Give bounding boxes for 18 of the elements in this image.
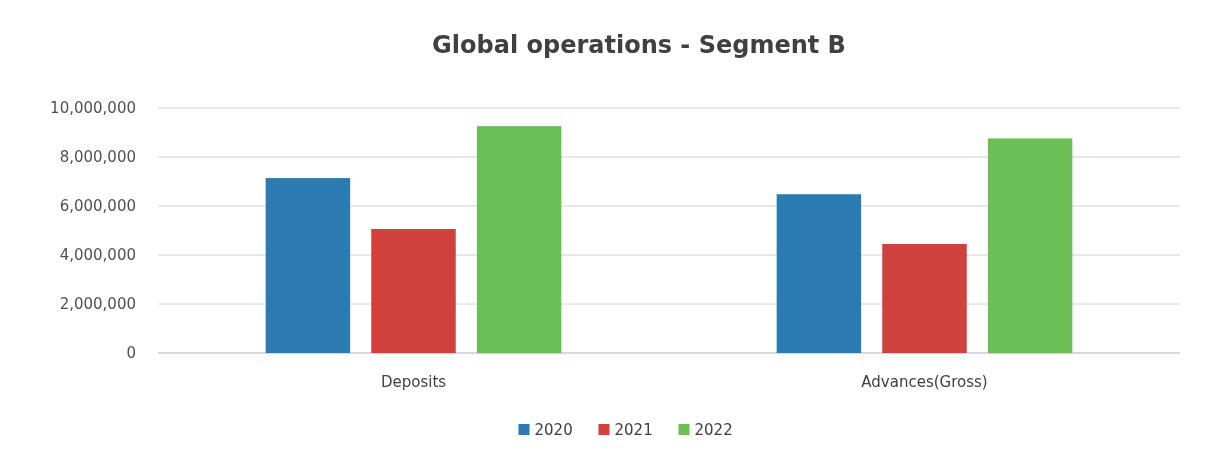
x-tick-label: Deposits bbox=[380, 373, 447, 391]
y-tick-label: 0 bbox=[126, 344, 136, 363]
bar bbox=[776, 194, 862, 353]
legend-label: 2020 bbox=[534, 421, 573, 440]
chart-title: Global operations - Segment B bbox=[432, 31, 846, 59]
x-tick-label: Advances(Gross) bbox=[861, 373, 988, 391]
bar bbox=[987, 138, 1073, 353]
bar bbox=[371, 229, 456, 353]
y-tick-label: 4,000,000 bbox=[59, 246, 136, 265]
bar bbox=[476, 126, 562, 353]
y-tick-label: 6,000,000 bbox=[59, 197, 136, 216]
y-tick-label: 2,000,000 bbox=[59, 295, 136, 314]
y-tick-label: 10,000,000 bbox=[50, 99, 136, 118]
bar bbox=[265, 178, 351, 353]
y-tick-label: 8,000,000 bbox=[59, 148, 136, 167]
legend-label: 2022 bbox=[694, 421, 733, 440]
bar bbox=[882, 243, 967, 353]
legend-label: 2021 bbox=[614, 421, 653, 440]
